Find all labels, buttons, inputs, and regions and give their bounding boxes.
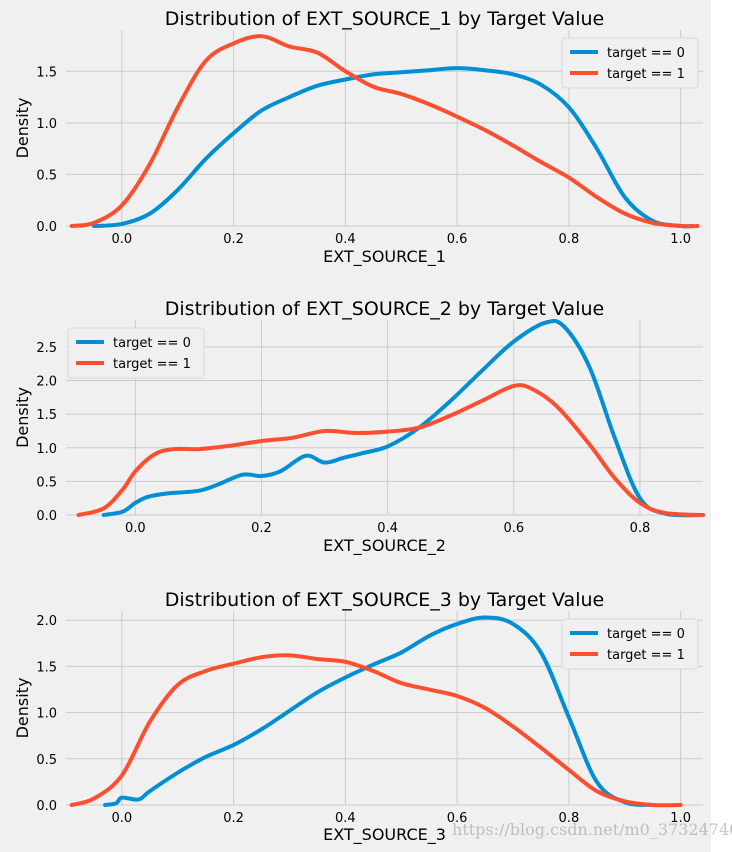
legend-label-target-0: target == 0 xyxy=(113,336,191,351)
y-tick-label: 2.5 xyxy=(36,341,57,356)
legend-label-target-0: target == 0 xyxy=(607,627,685,642)
x-tick-label: 0.6 xyxy=(447,811,468,826)
chart-title: Distribution of EXT_SOURCE_3 by Target V… xyxy=(165,589,604,611)
y-tick-label: 2.0 xyxy=(36,614,57,629)
x-tick-label: 0.8 xyxy=(630,521,651,536)
y-tick-label: 1.0 xyxy=(36,442,57,457)
x-axis-label: EXT_SOURCE_3 xyxy=(323,825,446,845)
x-tick-label: 0.8 xyxy=(559,232,580,247)
y-tick-label: 1.0 xyxy=(36,117,57,132)
series-line-target-0 xyxy=(101,318,705,518)
series-line-target-1 xyxy=(76,383,705,517)
x-tick-label: 0.6 xyxy=(503,521,524,536)
y-axis-label: Density xyxy=(13,387,32,448)
x-tick-label: 0.0 xyxy=(112,232,133,247)
chart-title: Distribution of EXT_SOURCE_1 by Target V… xyxy=(165,8,604,30)
x-tick-label: 1.0 xyxy=(670,811,691,826)
y-axis-label: Density xyxy=(13,678,32,739)
x-tick-label: 0.8 xyxy=(559,811,580,826)
legend-label-target-1: target == 1 xyxy=(607,648,685,663)
x-tick-label: 0.0 xyxy=(112,811,133,826)
y-tick-label: 1.5 xyxy=(36,408,57,423)
y-tick-label: 0.5 xyxy=(36,168,57,183)
x-tick-label: 0.4 xyxy=(335,232,356,247)
series-line-target-0 xyxy=(103,615,655,807)
chart-1: 0.0 0.2 0.4 0.6 0.8 1.0 0.0 0.5 1.0 1.5 Distributi… xyxy=(13,8,703,267)
y-tick-label: 0.0 xyxy=(36,220,57,235)
y-tick-label: 0.0 xyxy=(36,509,57,524)
legend: target == 0 target == 1 xyxy=(561,37,699,89)
legend-label-target-1: target == 1 xyxy=(607,67,685,82)
x-tick-label: 0.2 xyxy=(223,811,244,826)
watermark-text: https://blog.csdn.net/m0_37324740 xyxy=(452,820,732,839)
legend: target == 0 target == 1 xyxy=(561,618,699,670)
y-axis-label: Density xyxy=(13,98,32,159)
x-tick-label: 0.0 xyxy=(125,521,146,536)
legend-label-target-1: target == 1 xyxy=(113,357,191,372)
x-tick-label: 0.2 xyxy=(223,232,244,247)
y-tick-label: 1.0 xyxy=(36,707,57,722)
y-tick-label: 0.5 xyxy=(36,475,57,490)
series-line-target-1 xyxy=(69,653,683,808)
y-tick-label: 1.5 xyxy=(36,65,57,80)
chart-3: 0.0 0.2 0.4 0.6 0.8 1.0 0.0 0.5 1.0 1.5 2.0 Distrib… xyxy=(13,589,703,845)
x-tick-label: 1.0 xyxy=(670,232,691,247)
chart-title: Distribution of EXT_SOURCE_2 by Target V… xyxy=(165,298,604,320)
x-tick-label: 0.4 xyxy=(377,521,398,536)
legend: target == 0 target == 1 xyxy=(67,327,205,379)
legend-label-target-0: target == 0 xyxy=(607,46,685,61)
series-line-target-1 xyxy=(69,34,700,229)
y-tick-label: 0.5 xyxy=(36,753,57,768)
y-tick-label: 1.5 xyxy=(36,660,57,675)
x-tick-label: 0.4 xyxy=(335,811,356,826)
y-tick-label: 0.0 xyxy=(36,799,57,814)
series-line-target-0 xyxy=(91,66,694,229)
figure-background xyxy=(0,0,711,852)
x-tick-label: 0.2 xyxy=(251,521,272,536)
x-tick-label: 0.6 xyxy=(447,232,468,247)
x-axis-label: EXT_SOURCE_1 xyxy=(323,247,446,267)
x-axis-label: EXT_SOURCE_2 xyxy=(323,536,446,556)
chart-2: 0.0 0.2 0.4 0.6 0.8 0.0 0.5 1.0 1.5 2.0 2.5 Distrib… xyxy=(13,298,705,556)
y-tick-label: 2.0 xyxy=(36,375,57,390)
